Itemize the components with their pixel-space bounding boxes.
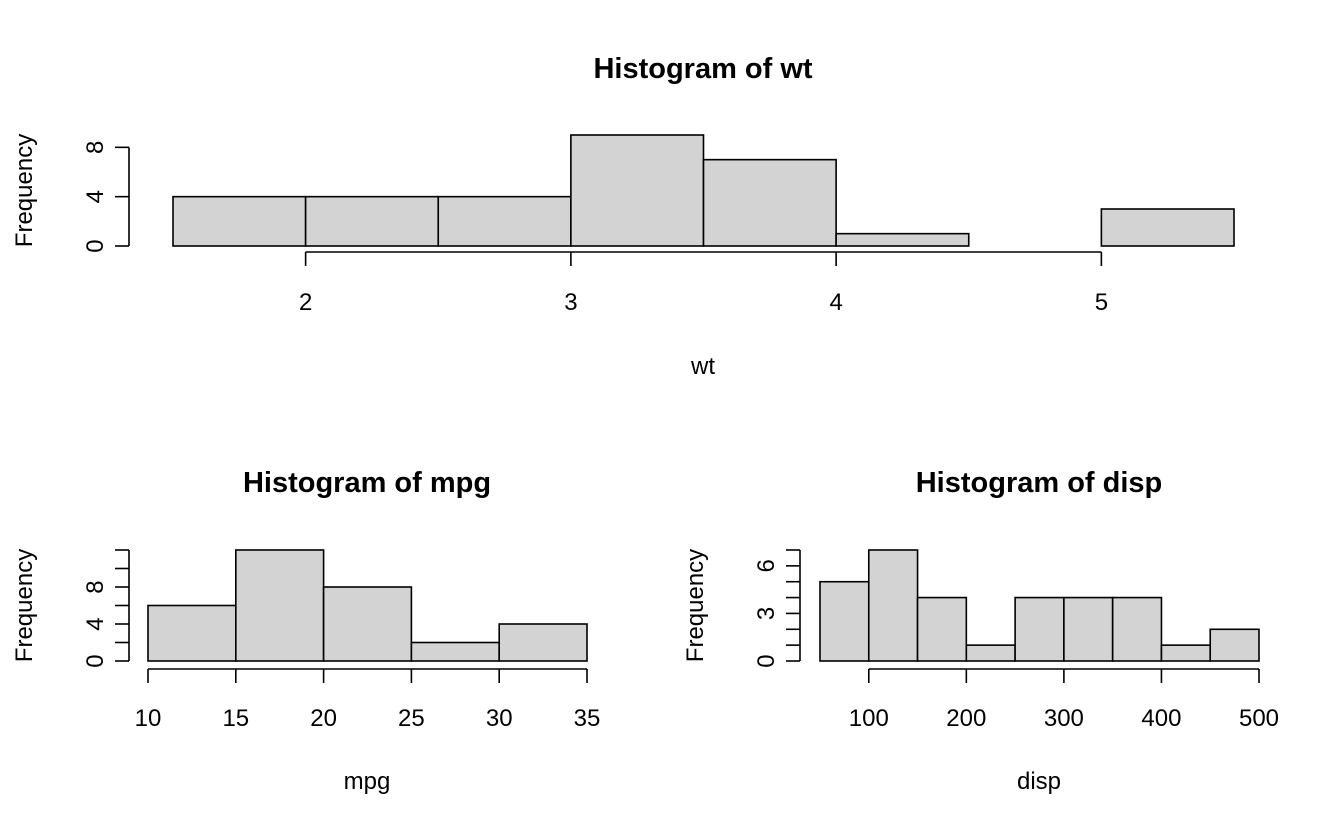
x-tick-label-mpg-1: 15 — [222, 705, 249, 732]
y-tick-label-disp-2: 6 — [753, 559, 780, 572]
x-tick-label-disp-1: 200 — [946, 705, 986, 732]
bar-disp-4 — [1014, 596, 1065, 662]
bar-mpg-2 — [322, 586, 413, 662]
y-tick-label-mpg-0: 0 — [82, 654, 109, 667]
x-axis-label-mpg: mpg — [344, 768, 391, 795]
y-tick-label-wt-0: 0 — [82, 239, 109, 252]
bar-disp-2 — [916, 596, 968, 662]
bar-disp-1 — [867, 549, 919, 662]
y-axis-label-mpg: Frequency — [11, 549, 38, 662]
x-tick-label-wt-1: 3 — [564, 289, 577, 316]
panel-disp: Histogram of disp 100 200 300 400 500 0 3 6 disp F… — [682, 467, 1279, 795]
bar-disp-5 — [1063, 596, 1114, 662]
x-tick-label-mpg-5: 35 — [574, 705, 601, 732]
bar-mpg-3 — [410, 641, 500, 662]
panel-wt: Histogram of wt 2 3 4 5 0 4 8 wt Frequency — [11, 53, 1235, 380]
bar-mpg-4 — [498, 623, 588, 662]
y-tick-label-mpg-2: 8 — [82, 580, 109, 593]
bar-disp-6 — [1111, 596, 1163, 662]
bar-mpg-1 — [235, 549, 325, 662]
bar-wt-5 — [835, 232, 970, 247]
chart-title-wt: Histogram of wt — [593, 53, 812, 85]
bar-disp-3 — [965, 644, 1016, 662]
chart-title-mpg: Histogram of mpg — [243, 467, 491, 499]
x-tick-label-mpg-0: 10 — [135, 705, 162, 732]
x-axis-label-disp: disp — [1017, 768, 1061, 795]
bar-wt-3 — [570, 134, 705, 247]
bar-disp-7 — [1160, 644, 1212, 662]
bar-wt-4 — [702, 158, 837, 247]
bar-disp-0 — [819, 580, 870, 662]
y-axis-label-wt: Frequency — [11, 134, 38, 247]
bar-wt-1 — [304, 195, 440, 247]
y-tick-label-disp-0: 0 — [753, 654, 780, 667]
x-tick-label-disp-0: 100 — [849, 705, 889, 732]
bar-wt-7 — [1100, 208, 1235, 247]
bar-wt-2 — [437, 195, 572, 247]
x-tick-label-mpg-3: 25 — [398, 705, 425, 732]
x-tick-label-wt-0: 2 — [299, 289, 312, 316]
x-tick-label-mpg-4: 30 — [486, 705, 513, 732]
bar-disp-8 — [1209, 628, 1260, 662]
bar-mpg-0 — [147, 604, 237, 662]
x-tick-label-disp-3: 400 — [1141, 705, 1181, 732]
y-axis-label-disp: Frequency — [682, 549, 709, 662]
x-tick-label-wt-3: 5 — [1095, 289, 1108, 316]
panel-mpg: Histogram of mpg 10 15 20 25 30 35 0 4 8 mpg Freque… — [11, 467, 600, 795]
y-tick-label-wt-1: 4 — [82, 190, 109, 203]
x-tick-label-disp-2: 300 — [1044, 705, 1084, 732]
x-tick-label-disp-4: 500 — [1239, 705, 1279, 732]
x-axis-label-wt: wt — [690, 353, 715, 380]
y-tick-label-disp-1: 3 — [753, 607, 780, 620]
bar-wt-0 — [172, 195, 307, 247]
x-tick-label-mpg-2: 20 — [310, 705, 337, 732]
chart-title-disp: Histogram of disp — [916, 467, 1163, 499]
y-tick-label-wt-2: 8 — [82, 141, 109, 154]
x-tick-label-wt-2: 4 — [829, 289, 842, 316]
y-tick-label-mpg-1: 4 — [82, 617, 109, 630]
